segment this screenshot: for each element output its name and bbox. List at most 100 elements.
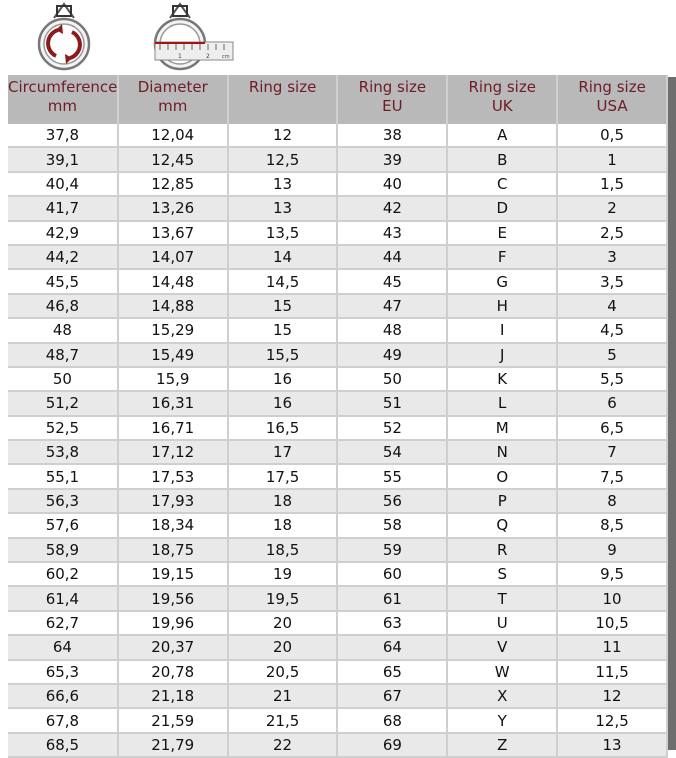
cell-ring-size: 21 <box>227 683 339 710</box>
table-row: 41,7 13,26 13 42 D 2 <box>8 196 668 222</box>
cell-diameter: 18,34 <box>117 513 229 539</box>
cell-diameter: 17,53 <box>117 464 229 490</box>
icons-bar: 1 2 cm <box>0 0 676 75</box>
table-row: 61,4 19,56 19,5 61 T 10 <box>8 586 668 612</box>
cell-usa: 3 <box>557 244 668 271</box>
cell-ring-size: 13 <box>227 196 339 222</box>
cell-diameter: 14,48 <box>117 269 229 295</box>
cell-circumference: 50 <box>8 366 119 393</box>
cell-circumference: 39,1 <box>8 147 119 173</box>
cell-circumference: 41,7 <box>8 196 119 222</box>
cell-usa: 8,5 <box>557 513 668 539</box>
table-row: 39,1 12,45 12,5 39 B 1 <box>8 147 668 173</box>
header-eu: Ring size EU <box>337 75 449 124</box>
cell-eu: 64 <box>337 635 449 661</box>
cell-eu: 59 <box>337 537 449 564</box>
cell-uk: S <box>447 562 559 588</box>
cell-circumference: 51,2 <box>8 391 119 417</box>
cell-usa: 11,5 <box>557 659 668 686</box>
ring-diameter-ruler-icon: 1 2 cm <box>153 2 234 71</box>
cell-uk: L <box>447 391 559 417</box>
header-diameter: Diameter mm <box>117 75 229 124</box>
cell-uk: C <box>447 171 559 198</box>
ruler-label-1: 1 <box>178 53 182 60</box>
table-row: 67,8 21,59 21,5 68 Y 12,5 <box>8 708 668 734</box>
header-line: Ring size <box>468 78 536 96</box>
header-row: Circumference mm Diameter mm Ring size Ring s… <box>8 75 668 124</box>
cell-uk: I <box>447 318 559 344</box>
cell-uk: Y <box>447 708 559 734</box>
table-row: 65,3 20,78 20,5 65 W 11,5 <box>8 659 668 686</box>
ring-size-table: Circumference mm Diameter mm Ring size Ring s… <box>8 75 668 758</box>
cell-ring-size: 13,5 <box>227 220 339 246</box>
cell-usa: 13 <box>557 732 668 758</box>
cell-diameter: 21,79 <box>117 732 229 758</box>
ruler-label-2: 2 <box>206 53 210 60</box>
cell-ring-size: 17 <box>227 440 339 466</box>
header-line: Circumference <box>8 78 118 96</box>
table-row: 57,6 18,34 18 58 Q 8,5 <box>8 513 668 539</box>
table-row: 68,5 21,79 22 69 Z 13 <box>8 732 668 758</box>
table-row: 66,6 21,18 21 67 X 12 <box>8 683 668 710</box>
cell-diameter: 20,78 <box>117 659 229 686</box>
cell-diameter: 15,9 <box>117 366 229 393</box>
cell-usa: 1,5 <box>557 171 668 198</box>
cell-diameter: 18,75 <box>117 537 229 564</box>
ring-circumference-icon <box>37 2 91 71</box>
cell-ring-size: 12 <box>227 124 339 149</box>
cell-eu: 50 <box>337 366 449 393</box>
cell-uk: G <box>447 269 559 295</box>
cell-uk: V <box>447 635 559 661</box>
cell-ring-size: 19 <box>227 562 339 588</box>
cell-eu: 47 <box>337 293 449 320</box>
cell-eu: 40 <box>337 171 449 198</box>
cell-eu: 60 <box>337 562 449 588</box>
cell-diameter: 20,37 <box>117 635 229 661</box>
table-row: 48 15,29 15 48 I 4,5 <box>8 318 668 344</box>
header-line: mm <box>47 97 78 115</box>
table-row: 56,3 17,93 18 56 P 8 <box>8 488 668 515</box>
cell-circumference: 52,5 <box>8 415 119 442</box>
table-row: 64 20,37 20 64 V 11 <box>8 635 668 661</box>
cell-ring-size: 16 <box>227 391 339 417</box>
cell-eu: 54 <box>337 440 449 466</box>
cell-diameter: 12,45 <box>117 147 229 173</box>
cell-diameter: 17,12 <box>117 440 229 466</box>
header-ring-size: Ring size <box>227 75 339 124</box>
cell-ring-size: 15 <box>227 318 339 344</box>
cell-usa: 12 <box>557 683 668 710</box>
cell-eu: 55 <box>337 464 449 490</box>
cell-circumference: 62,7 <box>8 610 119 637</box>
table-row: 46,8 14,88 15 47 H 4 <box>8 293 668 320</box>
cell-diameter: 12,85 <box>117 171 229 198</box>
cell-uk: M <box>447 415 559 442</box>
cell-circumference: 65,3 <box>8 659 119 686</box>
cell-eu: 63 <box>337 610 449 637</box>
cell-eu: 45 <box>337 269 449 295</box>
cell-usa: 2 <box>557 196 668 222</box>
cell-circumference: 61,4 <box>8 586 119 612</box>
header-circumference: Circumference mm <box>8 75 119 124</box>
cell-eu: 67 <box>337 683 449 710</box>
cell-eu: 69 <box>337 732 449 758</box>
header-line: mm <box>158 97 188 115</box>
cell-ring-size: 20 <box>227 635 339 661</box>
table-row: 48,7 15,49 15,5 49 J 5 <box>8 342 668 368</box>
cell-usa: 8 <box>557 488 668 515</box>
cell-uk: P <box>447 488 559 515</box>
header-line: EU <box>382 97 403 115</box>
cell-uk: D <box>447 196 559 222</box>
header-line: UK <box>491 97 513 115</box>
cell-ring-size: 18 <box>227 488 339 515</box>
cell-diameter: 19,96 <box>117 610 229 637</box>
cell-usa: 6,5 <box>557 415 668 442</box>
cell-eu: 44 <box>337 244 449 271</box>
table-row: 55,1 17,53 17,5 55 O 7,5 <box>8 464 668 490</box>
cell-circumference: 67,8 <box>8 708 119 734</box>
cell-eu: 58 <box>337 513 449 539</box>
cell-usa: 12,5 <box>557 708 668 734</box>
cell-uk: H <box>447 293 559 320</box>
cell-eu: 49 <box>337 342 449 368</box>
header-usa: Ring size USA <box>557 75 668 124</box>
cell-diameter: 21,18 <box>117 683 229 710</box>
